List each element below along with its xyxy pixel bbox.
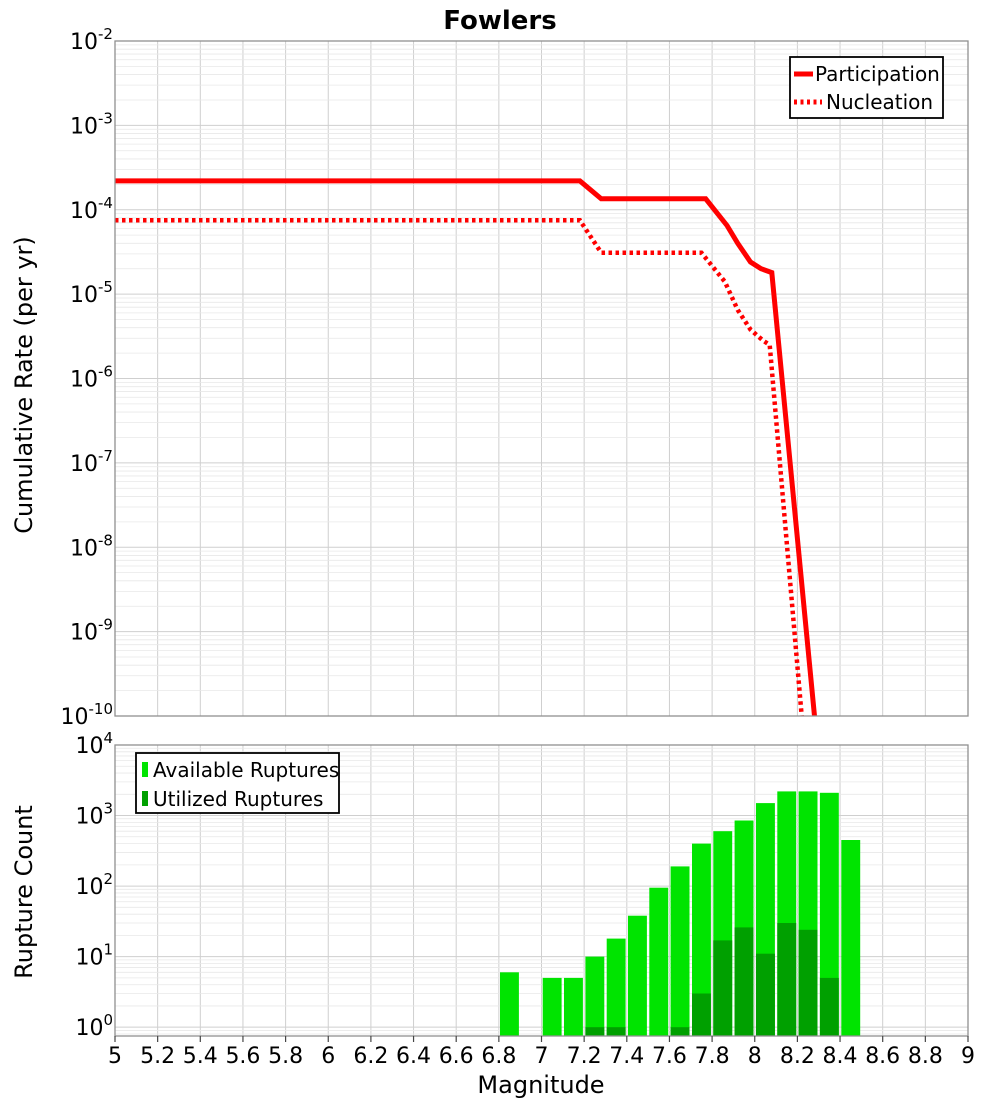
y-tick-label: 10-4 [70,194,113,224]
x-tick-label: 6.8 [481,1044,516,1069]
plot-border [114,40,969,717]
x-tick-label: 7.6 [652,1044,687,1069]
y-tick-label: 10-6 [70,363,113,393]
x-tick-label: 6.6 [439,1044,474,1069]
nucleation-line [115,218,804,716]
utilized-bar [777,923,797,1036]
x-tick-label: 8 [748,1044,762,1069]
available-bar [649,887,669,1036]
y-tick-label: 102 [76,870,114,900]
count-plot: 5 5.2 5.4 5.6 5.8 6 6.2 6.4 6.6 6.8 7 7.2 7.4 7.6 7.8 8… [76,729,976,1069]
legend-box [789,56,944,119]
available-bar [692,843,711,1036]
y-tick-label: 104 [76,729,114,759]
y-tick-label: 100 [76,1011,114,1041]
available-bar [500,972,519,1036]
series-group [115,178,817,716]
x-tick-label: 8.4 [823,1044,858,1069]
x-tick-label: 9 [961,1044,975,1069]
participation-legend-label: Participation [815,62,940,86]
x-tick-label: 6 [321,1044,335,1069]
x-tick-label: 5.8 [268,1044,303,1069]
utilized-bar [798,929,818,1036]
utilized-bar [692,993,711,1036]
available-bar [628,915,647,1036]
y-tick-label: 10-10 [61,700,114,730]
y-tick-label: 10-9 [70,616,113,646]
utilized-bar [606,1027,626,1036]
x-tick-label: 8.2 [780,1044,815,1069]
participation-line [115,178,817,716]
utilized-legend-swatch [142,791,148,806]
available-bar [564,977,583,1036]
x-tick-label: 6.4 [396,1044,431,1069]
x-tick-label: 8.8 [908,1044,943,1069]
x-tick-label: 7.2 [567,1044,602,1069]
x-tick-label: 5.2 [140,1044,175,1069]
available-bar [819,792,839,1036]
utilized-legend-label: Utilized Ruptures [153,787,323,811]
available-bar [841,840,861,1036]
utilized-bar [819,977,839,1036]
x-tick-label: 7.4 [609,1044,644,1069]
x-tick-label: 7.8 [695,1044,730,1069]
chart-title: Fowlers [443,6,556,36]
x-tick-label: 8.6 [865,1044,900,1069]
y-tick-label: 10-3 [70,109,113,139]
y-tick-label: 10-2 [70,25,113,55]
x-tick-label: 5.4 [183,1044,218,1069]
y-tick-label: 10-5 [70,278,113,308]
x-tick-label: 5.6 [225,1044,260,1069]
x-tick-label: 7 [535,1044,549,1069]
available-bar [670,866,690,1036]
y-tick-label: 10-7 [70,447,113,477]
utilized-bar [670,1027,690,1036]
available-bar [585,956,605,1036]
available-bar [606,938,626,1036]
available-bar [542,977,562,1036]
y-tick-label: 10-8 [70,531,113,561]
gridlines [115,41,968,716]
x-axis-label: Magnitude [477,1071,604,1099]
legend-box [135,752,340,814]
legend: Participation Nucleation [789,56,944,119]
count-y-axis-label: Rupture Count [10,805,38,979]
available-legend-label: Available Ruptures [153,758,339,782]
utilized-bar [756,953,775,1036]
utilized-bar [734,927,754,1036]
rate-plot: 10-10 10-9 10-8 10-7 10-6 10-5 10-4 10-3 10-2 Par… [61,25,969,730]
y-tick-label: 103 [76,800,114,830]
x-tick-label: 6.2 [353,1044,388,1069]
utilized-bar [713,940,733,1036]
x-tick-label: 5 [108,1044,122,1069]
utilized-bar [585,1027,605,1036]
series-group [500,791,861,1036]
y-tick-label: 101 [76,941,114,971]
available-legend-swatch [142,762,148,777]
nucleation-legend-label: Nucleation [826,90,933,114]
rate-y-axis-label: Cumulative Rate (per yr) [10,236,38,534]
legend: Available Ruptures Utilized Ruptures [135,752,340,814]
